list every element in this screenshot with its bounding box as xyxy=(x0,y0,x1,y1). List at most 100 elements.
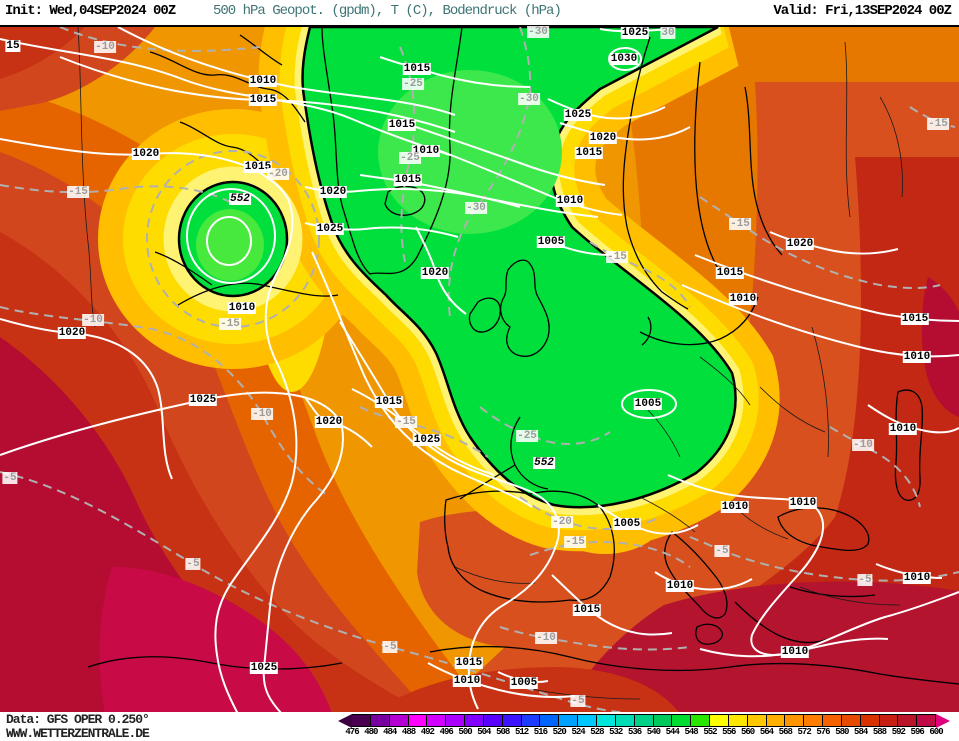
colorbar-tick: 496 xyxy=(439,727,454,737)
colorbar-segment xyxy=(408,714,428,727)
pressure-label: 1020 xyxy=(57,327,87,339)
pressure-label: 1010 xyxy=(728,293,758,305)
pressure-label: 1010 xyxy=(452,675,482,687)
temperature-label: -15 xyxy=(219,318,241,330)
init-timestamp: Init: Wed,04SEP2024 00Z xyxy=(5,3,176,19)
pressure-label: 1020 xyxy=(314,416,344,428)
pressure-label: 1005 xyxy=(536,236,566,248)
colorbar-segment xyxy=(728,714,748,727)
colorbar-segment xyxy=(917,714,937,727)
pressure-label: 1015 xyxy=(248,94,278,106)
pressure-label: 1010 xyxy=(788,497,818,509)
colorbar-tick: 520 xyxy=(552,727,567,737)
pressure-label: 1010 xyxy=(227,302,257,314)
temperature-label: 30 xyxy=(660,27,676,39)
colorbar-segment xyxy=(352,714,371,727)
colorbar-segment xyxy=(785,714,805,727)
colorbar-segment xyxy=(502,714,522,727)
colorbar-segment xyxy=(710,714,729,727)
colorbar-tick: 564 xyxy=(759,727,774,737)
temperature-label: -15 xyxy=(729,218,751,230)
colorbar-tick: 560 xyxy=(741,727,755,737)
temperature-label: -30 xyxy=(518,93,540,105)
pressure-label: 1015 xyxy=(393,174,423,186)
colorbar-tick: 592 xyxy=(891,727,906,737)
temperature-label: -5 xyxy=(2,472,18,484)
temperature-label: -15 xyxy=(67,186,89,198)
colorbar-segment xyxy=(446,714,466,727)
colorbar-tick: 508 xyxy=(496,727,510,737)
geopotential-label: 552 xyxy=(533,457,555,469)
colorbar-segment xyxy=(559,714,579,727)
colorbar-tick: 528 xyxy=(590,727,604,737)
colorbar-segment xyxy=(483,714,503,727)
pressure-label: 1025 xyxy=(620,27,650,39)
colorbar-segment xyxy=(465,714,484,727)
temperature-label: -5 xyxy=(714,545,730,557)
colorbar-tick: 584 xyxy=(854,727,868,737)
temperature-label: -15 xyxy=(564,536,586,548)
colorbar-tick: 524 xyxy=(571,727,585,737)
pressure-label: 1010 xyxy=(248,75,278,87)
colorbar-tick: 576 xyxy=(816,727,830,737)
temperature-label: -30 xyxy=(527,26,549,38)
chart-title: 500 hPa Geopot. (gpdm), T (C), Bodendruc… xyxy=(213,3,562,19)
colorbar-segment xyxy=(634,714,654,727)
colorbar-tick: 596 xyxy=(910,727,925,737)
pressure-label: 1025 xyxy=(412,434,442,446)
temperature-label: -10 xyxy=(852,439,874,451)
temperature-label: -15 xyxy=(927,118,949,130)
colorbar-tick: 480 xyxy=(364,727,378,737)
colorbar-tick: 532 xyxy=(609,727,623,737)
colorbar-segment xyxy=(879,714,899,727)
temperature-label: -25 xyxy=(399,152,421,164)
valid-timestamp: Valid: Fri,13SEP2024 00Z xyxy=(773,3,952,19)
temperature-label: -5 xyxy=(382,641,398,653)
colorbar-tick: 540 xyxy=(646,727,661,737)
colorbar-tick: 484 xyxy=(383,727,397,737)
colorbar-segment xyxy=(389,714,409,727)
pressure-label: 1010 xyxy=(902,351,932,363)
pressure-label: 1025 xyxy=(188,394,218,406)
colorbar-tick: 552 xyxy=(703,727,717,737)
colorbar-tick: 544 xyxy=(665,727,680,737)
colorbar-tick: 492 xyxy=(420,727,435,737)
border-layer xyxy=(77,27,903,700)
pressure-label: 1010 xyxy=(780,646,810,658)
colorbar-tick: 512 xyxy=(514,727,529,737)
pressure-label: 1015 xyxy=(454,657,484,669)
pressure-label: 1030 xyxy=(609,53,639,65)
colorbar-segment xyxy=(766,714,786,727)
colorbar-segment xyxy=(898,714,918,727)
pressure-label: 1020 xyxy=(318,186,348,198)
pressure-label: 1025 xyxy=(315,223,345,235)
temperature-label: -10 xyxy=(82,314,104,326)
colorbar-tick: 572 xyxy=(797,727,812,737)
temperature-label: -10 xyxy=(94,41,116,53)
pressure-label: 1025 xyxy=(249,662,279,674)
colorbar-segment xyxy=(596,714,616,727)
pressure-label: 1005 xyxy=(612,518,642,530)
colorbar-tick: 476 xyxy=(345,727,359,737)
pressure-label: 15 xyxy=(5,40,21,52)
colorbar-tick: 568 xyxy=(778,727,793,737)
weather-map: 15 -10 1010 1015 1020 1015 -20 552 -15 1010 -15 -10… xyxy=(0,25,959,714)
colorbar-segment xyxy=(615,714,635,727)
pressure-label: 1015 xyxy=(574,147,604,159)
geopotential-label: 552 xyxy=(229,193,251,205)
pressure-label: 1015 xyxy=(387,119,417,131)
colorbar-tick: 548 xyxy=(684,727,698,737)
temperature-label: -25 xyxy=(516,430,538,442)
pressure-label: 1020 xyxy=(131,148,161,160)
pressure-label: 1015 xyxy=(572,604,602,616)
colorbar-tick: 580 xyxy=(835,727,849,737)
colorbar-segment xyxy=(860,714,880,727)
colorbar-tick: 504 xyxy=(477,727,491,737)
pressure-label: 1010 xyxy=(902,572,932,584)
pressure-label: 1020 xyxy=(588,132,618,144)
header: Init: Wed,04SEP2024 00Z 500 hPa Geopot. … xyxy=(0,0,959,25)
temperature-label: -5 xyxy=(570,695,586,707)
colorbar-segment xyxy=(427,714,447,727)
temperature-label: -25 xyxy=(402,78,424,90)
